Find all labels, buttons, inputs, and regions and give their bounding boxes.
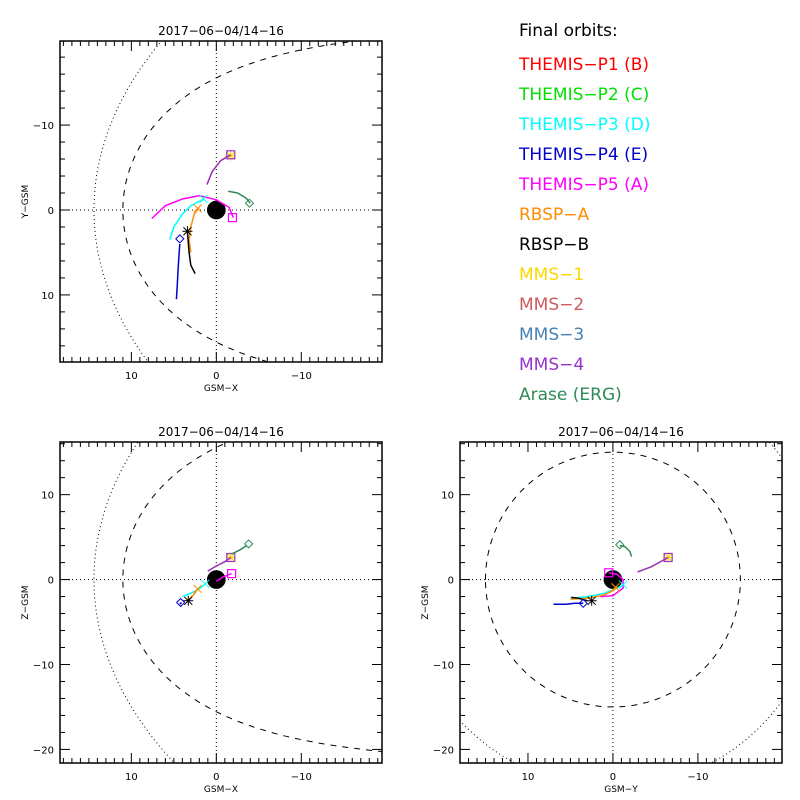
marker-asterisk-rbsp-b xyxy=(182,226,193,237)
magnetopause-cross-section xyxy=(485,451,741,708)
legend-entry: THEMIS−P5 (A) xyxy=(518,175,649,195)
legend-entry: THEMIS−P2 (C) xyxy=(518,85,649,105)
marker-x-rbsp-a xyxy=(611,582,620,592)
y-axis-label: Y−GSM xyxy=(21,185,31,220)
marker-x-rbsp-a xyxy=(193,584,202,594)
legend-entry: THEMIS−P4 (E) xyxy=(518,145,648,165)
y-tick-label: −10 xyxy=(33,660,54,671)
legend: Final orbits: THEMIS−P1 (B) THEMIS−P2 (C) T… xyxy=(518,21,650,405)
marker-x-themis-p3-d xyxy=(199,194,208,204)
orbit-arase-erg xyxy=(231,544,248,555)
legend-entry: RBSP−B xyxy=(519,235,589,255)
x-tick-label: 0 xyxy=(213,371,219,382)
plot-frame xyxy=(459,441,783,764)
legend-entry: THEMIS−P3 (D) xyxy=(518,115,650,135)
marker-x-themis-p3-d xyxy=(200,579,210,589)
y-tick-label: 0 xyxy=(48,576,54,587)
y-tick-label: 10 xyxy=(441,491,454,502)
legend-entry: MMS−1 xyxy=(519,265,584,285)
earth xyxy=(206,200,226,220)
legend-entry: MMS−4 xyxy=(519,355,584,375)
orbit-themis-p4-e xyxy=(175,243,181,300)
legend-entry: MMS−3 xyxy=(519,325,584,345)
y-tick-label: −10 xyxy=(33,121,54,132)
marker-square-mms-4 xyxy=(663,552,673,563)
y-tick-label: 0 xyxy=(448,576,454,587)
orbit-themis-p5-a xyxy=(600,572,624,598)
marker-x-rbsp-a xyxy=(193,203,202,213)
marker-x-themis-p3-d xyxy=(618,580,628,590)
y-tick-label: −20 xyxy=(33,745,54,756)
marker-diamond-themis-p4-e xyxy=(578,598,588,609)
orbit-rbsp-b xyxy=(186,231,196,275)
marker-square-themis-p5-a xyxy=(227,213,238,223)
x-tick-label: 0 xyxy=(213,772,219,783)
legend-entry: Arase (ERG) xyxy=(519,385,622,405)
orbit-rbsp-a xyxy=(188,206,200,253)
y-axis-label: Z−GSM xyxy=(421,585,431,619)
x-axis-label: GSM−Y xyxy=(604,785,638,795)
x-tick-label: 10 xyxy=(522,772,535,783)
orbit-themis-p4-e xyxy=(179,601,183,605)
x-tick-label: −10 xyxy=(291,371,312,382)
orbit-mms-4 xyxy=(206,154,232,185)
y-tick-label: −10 xyxy=(433,660,454,671)
plot-frame xyxy=(59,441,383,764)
bow-shock-cross-section xyxy=(460,442,782,763)
marker-square-themis-p5-a xyxy=(604,568,614,578)
chart-title: 2017−06−04/14−16 xyxy=(158,24,284,38)
orbit-themis-p5-a xyxy=(151,194,234,220)
panel-xy: 2017−06−04/14−16 10 0 −10 −10 0 10 GSM−X Y−GSM xyxy=(21,24,383,394)
marker-asterisk-rbsp-b xyxy=(183,595,194,606)
y-axis-label: Z−GSM xyxy=(21,585,31,619)
legend-title: Final orbits: xyxy=(519,21,618,41)
marker-diamond-themis-p4-e xyxy=(175,234,185,244)
x-axis-label: GSM−X xyxy=(204,384,238,394)
y-tick-label: 10 xyxy=(41,291,54,302)
y-tick-label: −20 xyxy=(433,745,454,756)
chart-title: 2017−06−04/14−16 xyxy=(158,425,284,439)
x-axis-label: GSM−X xyxy=(204,785,238,795)
x-tick-label: 10 xyxy=(125,371,138,382)
magnetopause xyxy=(122,442,382,753)
marker-square-mms-4 xyxy=(226,150,236,160)
plot-frame xyxy=(59,40,383,363)
orbit-mms-4 xyxy=(207,556,232,572)
orbit-mms-4 xyxy=(637,556,669,573)
x-tick-label: −10 xyxy=(291,772,312,783)
marker-diamond-arase-erg xyxy=(243,539,254,549)
earth xyxy=(206,570,226,589)
marker-diamond-themis-p4-e xyxy=(175,597,186,608)
legend-entry: MMS−2 xyxy=(519,295,584,315)
x-tick-label: 0 xyxy=(610,772,616,783)
marker-diamond-arase-erg xyxy=(244,198,255,208)
marker-diamond-arase-erg xyxy=(615,540,625,550)
orbit-themis-p3-d xyxy=(570,584,624,600)
magnetopause xyxy=(122,41,360,362)
chart-title: 2017−06−04/14−16 xyxy=(558,425,684,439)
y-tick-label: 10 xyxy=(41,491,54,502)
marker-square-themis-p5-a xyxy=(227,569,237,579)
marker-square-mms-4 xyxy=(226,552,236,563)
plot-area xyxy=(60,41,382,362)
panel-yz: 2017−06−04/14−16 10 0 −10 10 0 −10 −20 GSM−Y Z−GS… xyxy=(421,425,783,795)
x-tick-label: 10 xyxy=(125,772,138,783)
plot-area xyxy=(60,442,382,763)
orbit-themis-p3-d xyxy=(168,198,204,240)
marker-asterisk-rbsp-b xyxy=(586,595,597,606)
plot-area xyxy=(460,442,782,763)
legend-entry: RBSP−A xyxy=(519,205,589,225)
legend-entry: THEMIS−P1 (B) xyxy=(518,55,649,75)
panel-xz: 2017−06−04/14−16 10 0 −10 10 0 −10 −20 GSM−X Z−GS… xyxy=(21,425,383,795)
x-tick-label: −10 xyxy=(687,772,708,783)
orbit-rbsp-b xyxy=(571,596,588,602)
y-tick-label: 0 xyxy=(48,206,54,217)
orbit-themis-p5-a xyxy=(215,572,232,582)
orbit-mms-1 xyxy=(206,154,230,185)
bow-shock xyxy=(93,442,176,763)
